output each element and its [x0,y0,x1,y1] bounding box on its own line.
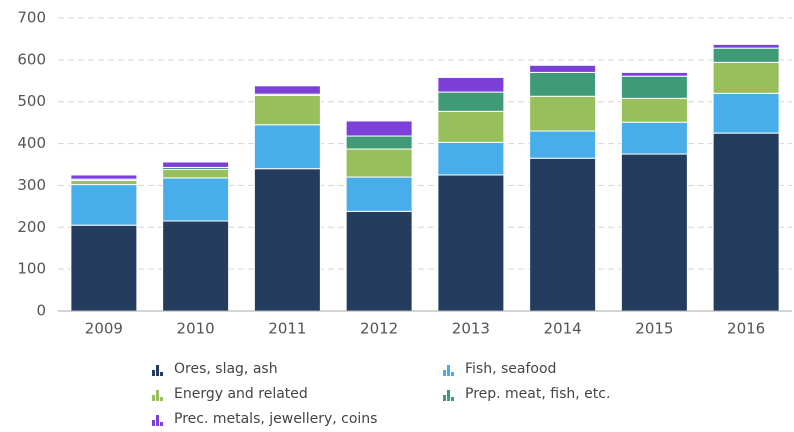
bar-segment [712,61,780,94]
bar-segment [253,124,321,170]
x-tick-label: 2010 [177,320,215,338]
bar-segment [70,179,138,186]
bar-segment [345,135,413,150]
bar-segment [162,220,230,312]
bar-segment [712,47,780,63]
bar-segment [620,97,688,123]
x-tick-label: 2012 [360,320,398,338]
bar-segment [437,141,505,176]
bar-segment [712,92,780,134]
bar-segment [253,94,321,126]
legend-label: Prec. metals, jewellery, coins [174,411,377,427]
bar-segment [345,148,413,178]
bar-segment [162,177,230,222]
legend-icon [451,372,454,376]
legend-label: Prep. meat, fish, etc. [465,386,610,402]
x-tick-label: 2015 [635,320,673,338]
y-tick-label: 600 [17,50,46,68]
bar-segment [712,132,780,312]
y-tick-label: 200 [17,218,46,236]
x-tick-label: 2011 [268,320,306,338]
legend-icon [160,372,163,376]
legend-icon [152,395,155,401]
legend-label: Energy and related [174,386,308,402]
bar-segment [529,95,597,132]
bar-segment [529,64,597,73]
bar-segment [345,176,413,212]
y-tick-label: 500 [17,92,46,110]
bar-segment [620,71,688,77]
x-tick-label: 2013 [452,320,490,338]
bar-segment [529,157,597,312]
legend-icon [156,390,159,401]
bar-segment [437,174,505,312]
legend-icon [160,422,163,426]
bar-segment [162,161,230,168]
y-tick-label: 300 [17,176,46,194]
legend-icon [152,370,155,376]
legend-icon [447,365,450,376]
x-tick-label: 2014 [544,320,582,338]
legend-icon [451,397,454,401]
bar-segment [253,85,321,95]
y-tick-label: 700 [17,9,46,27]
x-tick-label: 2016 [727,320,765,338]
y-tick-label: 400 [17,134,46,152]
bar-segment [620,75,688,99]
bar-segment [162,169,230,179]
bar-segment [620,153,688,312]
legend-icon [443,370,446,376]
bar-segment [345,120,413,137]
bar-segment [529,71,597,97]
bar-segment [712,43,780,49]
legend-icon [447,390,450,401]
bar-segment [437,91,505,112]
bar-segment [253,168,321,312]
legend-icon [152,420,155,426]
bar-segment [345,210,413,312]
bar-segment [70,224,138,312]
legend-icon [443,395,446,401]
y-tick-label: 100 [17,260,46,278]
legend-icon [156,415,159,426]
bar-segment [70,184,138,226]
bar-segment [529,130,597,159]
x-tick-label: 2009 [85,320,123,338]
bar-segment [437,76,505,93]
legend-icon [160,397,163,401]
legend-label: Fish, seafood [465,361,556,377]
bar-segment [620,121,688,155]
bar-segment [70,174,138,180]
legend-label: Ores, slag, ash [174,361,278,377]
legend-icon [156,365,159,376]
bar-segment [437,110,505,143]
y-tick-label: 0 [36,302,46,320]
